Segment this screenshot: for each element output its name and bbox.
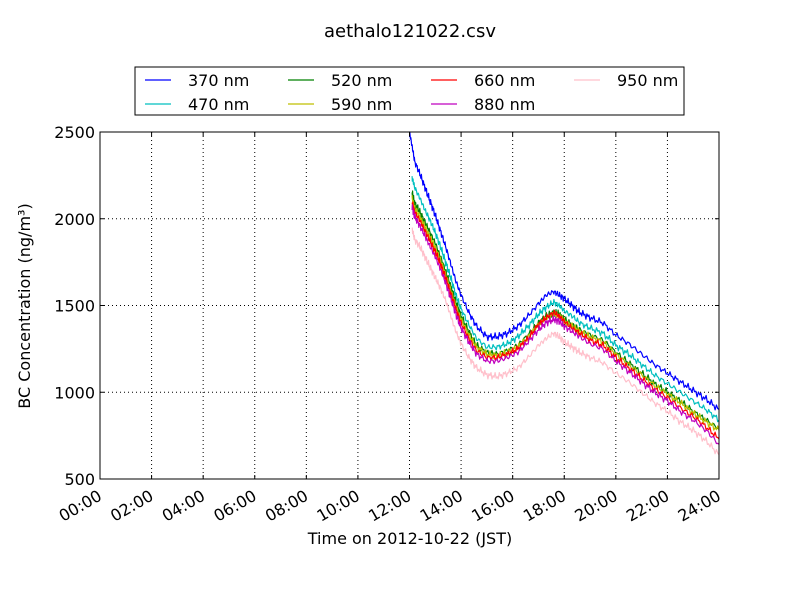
series-lines: [409, 131, 720, 456]
legend-label: 520 nm: [331, 71, 392, 90]
y-tick-label: 1500: [54, 297, 95, 316]
legend-label: 470 nm: [188, 95, 249, 114]
series-line-880-nm: [411, 204, 720, 445]
legend: 370 nm 470 nm 520 nm 590 nm 660 nm 880 nm 950 …: [134, 66, 685, 116]
y-tick-label: 1000: [54, 383, 95, 402]
y-axis-label: BC Concentration (ng/m³): [15, 203, 34, 408]
chart-title: aethalo121022.csv: [324, 21, 496, 42]
axis-ticks: [99, 131, 720, 480]
legend-label: 880 nm: [474, 95, 535, 114]
y-tick-label: 2000: [54, 210, 95, 229]
y-tick-label: 500: [64, 470, 95, 489]
y-tick-labels: 500 1000 1500 2000 2500: [54, 123, 95, 489]
legend-label: 370 nm: [188, 71, 249, 90]
legend-frame: [134, 66, 685, 116]
legend-label: 660 nm: [474, 71, 535, 90]
y-tick-label: 2500: [54, 123, 95, 142]
series-line-370-nm: [409, 131, 720, 411]
series-line-950-nm: [411, 227, 720, 456]
legend-label: 590 nm: [331, 95, 392, 114]
series-line-470-nm: [411, 176, 720, 423]
x-axis-label: Time on 2012-10-22 (JST): [307, 529, 512, 548]
legend-label: 950 nm: [617, 71, 678, 90]
series-line-660-nm: [411, 201, 720, 440]
